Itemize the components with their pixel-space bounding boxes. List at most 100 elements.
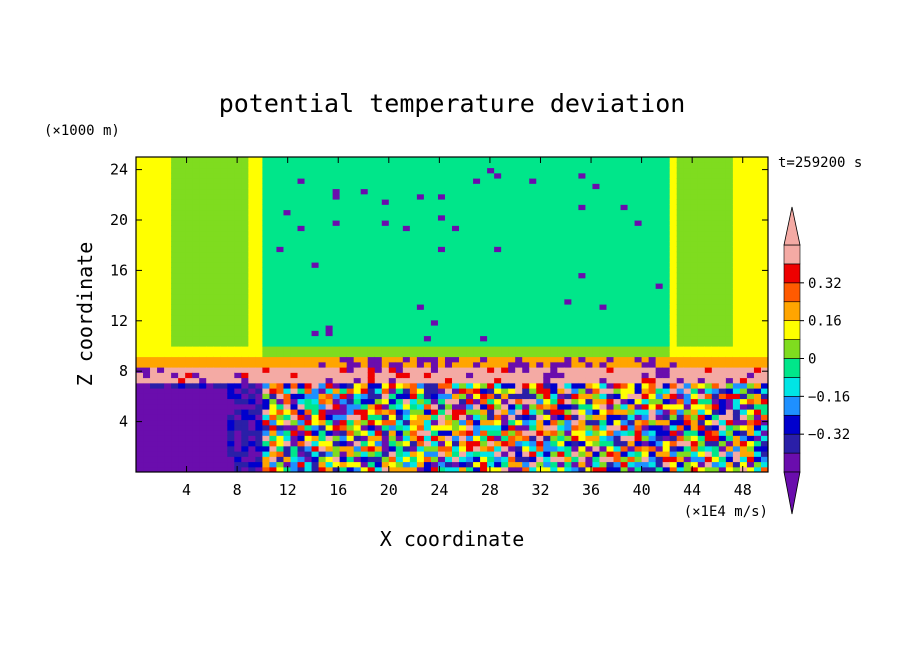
field-cell [437, 172, 446, 179]
field-cell [459, 209, 467, 216]
field-cell [529, 298, 537, 305]
field-cell [423, 456, 432, 463]
field-cell [444, 214, 453, 221]
field-cell [136, 419, 144, 426]
field-cell [494, 382, 502, 389]
field-cell [374, 298, 383, 305]
field-cell [627, 435, 636, 442]
field-cell [473, 256, 481, 263]
field-cell [620, 335, 629, 342]
field-cell [437, 461, 446, 468]
field-cell [164, 325, 172, 331]
field-cell [578, 325, 587, 331]
field-cell [213, 193, 221, 200]
field-cell [255, 162, 263, 169]
field-cell [641, 440, 650, 447]
field-cell [416, 440, 425, 447]
field-cell [283, 256, 292, 263]
field-cell [529, 403, 537, 410]
field-cell [185, 403, 193, 410]
field-cell [374, 435, 383, 442]
field-cell [269, 451, 278, 457]
field-cell [627, 204, 636, 211]
field-cell [676, 251, 685, 258]
field-cell [283, 382, 292, 389]
field-cell [409, 288, 418, 295]
field-cell [206, 435, 214, 442]
field-cell [367, 319, 376, 326]
field-cell [395, 466, 404, 472]
field-cell [508, 356, 516, 363]
field-cell [185, 256, 193, 263]
field-cell [655, 267, 664, 274]
field-cell [571, 188, 579, 195]
field-cell [185, 461, 193, 468]
field-cell [508, 209, 516, 216]
field-cell [676, 445, 685, 452]
field-cell [501, 346, 509, 352]
field-cell [220, 466, 228, 472]
field-cell [332, 356, 341, 363]
field-cell [704, 466, 713, 472]
field-cell [276, 319, 285, 326]
field-cell [213, 235, 221, 242]
field-cell [452, 293, 460, 300]
field-cell [508, 246, 516, 253]
field-cell [522, 157, 530, 163]
field-cell [571, 377, 579, 384]
field-cell [508, 461, 516, 468]
field-cell [241, 304, 249, 310]
field-cell [318, 330, 327, 337]
field-cell [473, 466, 481, 472]
field-cell [185, 241, 193, 247]
field-cell [550, 183, 558, 190]
field-cell [423, 235, 432, 242]
field-cell [564, 241, 572, 247]
field-cell [634, 445, 643, 452]
field-cell [234, 466, 242, 472]
field-cell [452, 288, 460, 295]
field-cell [459, 178, 467, 184]
field-cell [634, 199, 643, 205]
field-cell [437, 157, 446, 163]
field-cell [592, 419, 601, 426]
field-cell [381, 419, 390, 426]
field-cell [311, 388, 320, 394]
field-cell [171, 267, 179, 274]
field-cell [150, 445, 158, 452]
field-cell [571, 435, 579, 442]
field-cell [220, 256, 228, 263]
field-cell [332, 293, 341, 300]
field-cell [395, 372, 404, 379]
field-cell [444, 445, 453, 452]
field-cell [262, 393, 271, 400]
field-cell [423, 230, 432, 237]
field-cell [339, 246, 348, 253]
field-cell [655, 461, 664, 468]
field-cell [248, 424, 256, 431]
field-cell [255, 309, 263, 316]
field-cell [157, 346, 165, 352]
field-cell [592, 162, 601, 169]
field-cell [416, 220, 425, 226]
field-cell [213, 167, 221, 174]
field-cell [444, 162, 453, 169]
field-cell [606, 309, 615, 316]
field-cell [241, 283, 249, 289]
field-cell [606, 267, 615, 274]
field-cell [571, 440, 579, 447]
field-cell [606, 199, 615, 205]
field-cell [599, 304, 608, 310]
field-cell [459, 293, 467, 300]
field-cell [269, 172, 278, 179]
field-cell [466, 314, 474, 321]
field-cell [487, 225, 495, 232]
field-cell [662, 351, 671, 358]
field-cell [529, 372, 537, 379]
field-cell [494, 241, 502, 247]
field-cell [430, 314, 439, 321]
field-cell [248, 409, 256, 415]
field-cell [416, 309, 425, 316]
field-cell [606, 382, 615, 389]
field-cell [192, 230, 200, 237]
